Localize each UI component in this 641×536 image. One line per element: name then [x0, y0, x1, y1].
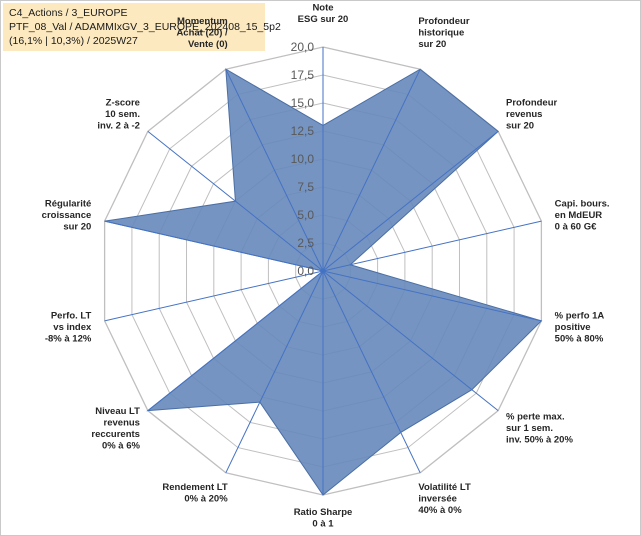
axis-label: Note ESG sur 20	[298, 3, 349, 26]
tick-label: 17,5	[291, 68, 315, 82]
tick-label: 12,5	[291, 124, 315, 138]
axis-label: Niveau LT revenus reccurents 0% à 6%	[91, 406, 140, 452]
title-line-2: PTF_08_Val / ADAMMIxGV_3_EUROPE_202408_1…	[9, 21, 281, 33]
axis-label: Volatilité LT inversée 40% à 0%	[418, 482, 471, 516]
axis-label: Profondeur historique sur 20	[418, 16, 469, 50]
axis-spoke	[147, 270, 324, 412]
axis-spoke	[225, 270, 324, 474]
axis-label: % perte max. sur 1 sem. inv. 50% à 20%	[506, 412, 573, 446]
chart-title-box: C4_Actions / 3_EUROPE PTF_08_Val / ADAMM…	[3, 3, 281, 51]
axis-label: Régularité croissance sur 20	[42, 198, 92, 232]
axis-label: Ratio Sharpe 0 à 1	[294, 507, 353, 530]
tick-label: 2,5	[297, 236, 314, 250]
axis-spoke	[225, 68, 324, 272]
title-line-1: C4_Actions / 3_EUROPE	[9, 7, 128, 19]
tick-label: 20,0	[291, 40, 315, 54]
tick-label: 7,5	[297, 180, 314, 194]
axis-label: Perfo. LT vs index -8% à 12%	[45, 311, 92, 345]
axis-spoke	[322, 270, 542, 322]
axis-label: Profondeur revenus sur 20	[506, 97, 557, 131]
tick-label: 0,0	[297, 264, 314, 278]
axis-spoke	[322, 270, 421, 474]
axis-label: Z-score 10 sem. inv. 2 à -2	[97, 97, 140, 131]
axis-spoke	[322, 270, 499, 412]
tick-label: 10,0	[291, 152, 315, 166]
axis-spoke	[322, 68, 421, 272]
axis-spoke	[322, 220, 542, 272]
axis-label: % perfo 1A positive 50% à 80%	[555, 311, 605, 345]
axis-label: Rendement LT 0% à 20%	[162, 482, 228, 505]
tick-label: 15,0	[291, 96, 315, 110]
axis-spoke	[322, 130, 499, 272]
axis-spoke	[104, 270, 324, 322]
title-line-3: (16,1% | 10,3%) / 2025W27	[9, 35, 138, 47]
axis-label: Momentum Achat (20) / Vente (0)	[176, 16, 228, 50]
axis-spoke	[104, 220, 324, 272]
tick-label: 5,0	[297, 208, 314, 222]
axis-label: Capi. bours. en MdEUR 0 à 60 G€	[555, 198, 610, 232]
axis-spoke	[147, 130, 324, 272]
